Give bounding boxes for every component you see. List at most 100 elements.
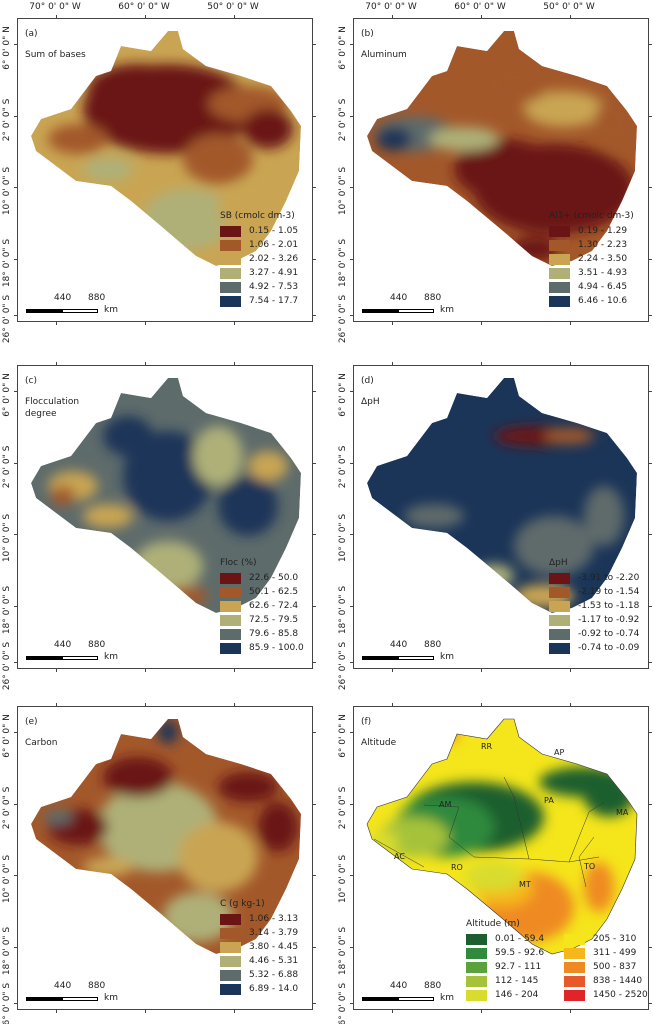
lat-tick bbox=[350, 463, 354, 464]
legend-swatch bbox=[220, 225, 241, 237]
map-zone bbox=[178, 822, 258, 892]
legend-swatch bbox=[549, 295, 570, 307]
legend-swatch bbox=[220, 572, 241, 584]
lon-tick bbox=[481, 321, 482, 325]
panel-title: Flocculation degree bbox=[25, 397, 80, 419]
lat-tick bbox=[312, 315, 316, 316]
scale-mid-label: 440 bbox=[54, 293, 72, 303]
map-zone bbox=[479, 64, 549, 104]
legend-item: 3.27 - 4.91 bbox=[220, 266, 298, 280]
lat-tick bbox=[14, 187, 18, 188]
lat-tick bbox=[648, 1003, 652, 1004]
legend-item: 22.6 - 50.0 bbox=[220, 571, 304, 585]
state-border bbox=[373, 838, 425, 868]
lat-tick bbox=[312, 732, 316, 733]
scale-end-label: 880 bbox=[424, 981, 442, 991]
legend-item: 85.9 - 100.0 bbox=[220, 641, 304, 655]
lat-label: 18° 0' 0" S bbox=[338, 926, 348, 976]
map-zone bbox=[103, 757, 173, 797]
lat-tick bbox=[648, 606, 652, 607]
lat-tick bbox=[350, 391, 354, 392]
map-c bbox=[31, 378, 301, 613]
map-zone bbox=[163, 892, 233, 942]
lat-label: 6° 0' 0" N bbox=[338, 373, 348, 417]
lat-tick bbox=[14, 606, 18, 607]
map-zone bbox=[369, 832, 399, 852]
lon-tick bbox=[145, 703, 146, 707]
lon-tick bbox=[145, 362, 146, 366]
scale-bar-graphic bbox=[26, 309, 98, 313]
panel-title: Carbon bbox=[25, 738, 58, 748]
legend-label: 1.06 - 3.13 bbox=[249, 914, 299, 924]
legend-item: -3.91 to -2.20 bbox=[549, 571, 639, 585]
scale-unit-label: km bbox=[440, 652, 454, 662]
lat-label: 10° 0' 0" S bbox=[338, 513, 348, 563]
state-label-ap: AP bbox=[554, 748, 564, 757]
legend-title: C (g kg-1) bbox=[220, 899, 265, 909]
legend-label: 5.32 - 6.88 bbox=[249, 970, 299, 980]
legend-label: -1.53 to -1.18 bbox=[578, 601, 640, 611]
legend-swatch bbox=[466, 947, 487, 959]
lat-label: 26° 0' 0" S bbox=[338, 294, 348, 344]
legend-label: 311 - 499 bbox=[593, 948, 637, 958]
legend-item: 72.5 - 79.5 bbox=[220, 613, 304, 627]
legend-item: 146 - 204 bbox=[466, 988, 556, 1002]
scale-bar-graphic bbox=[362, 309, 434, 313]
lat-label: 18° 0' 0" S bbox=[338, 238, 348, 288]
lon-tick bbox=[234, 15, 235, 19]
lat-tick bbox=[350, 1003, 354, 1004]
lat-tick bbox=[648, 315, 652, 316]
lon-tick bbox=[145, 15, 146, 19]
lon-tick bbox=[392, 1009, 393, 1013]
lat-label: 26° 0' 0" S bbox=[338, 641, 348, 691]
legend-swatch bbox=[564, 975, 585, 987]
legend-swatch bbox=[220, 913, 241, 925]
lat-tick bbox=[350, 662, 354, 663]
legend-label: 146 - 204 bbox=[495, 990, 539, 1000]
legend-label: 4.92 - 7.53 bbox=[249, 282, 299, 292]
lat-tick bbox=[14, 662, 18, 663]
legend-d: ΔpH -3.91 to -2.20 -2.19 to -1.54 -1.53 to … bbox=[549, 558, 639, 655]
legend-item: 50.1 - 62.5 bbox=[220, 585, 304, 599]
lat-tick bbox=[350, 44, 354, 45]
scale-end-label: 880 bbox=[88, 293, 106, 303]
legend-label: 0.01 - 59.4 bbox=[495, 934, 545, 944]
lon-tick bbox=[56, 362, 57, 366]
legend-item: 4.46 - 5.31 bbox=[220, 954, 298, 968]
map-b bbox=[367, 31, 637, 266]
lat-tick bbox=[350, 804, 354, 805]
lat-label: 2° 0' 0" S bbox=[2, 98, 12, 142]
lat-label: 10° 0' 0" S bbox=[2, 854, 12, 904]
legend-label: 3.27 - 4.91 bbox=[249, 268, 299, 278]
panel-label: (c) bbox=[25, 376, 37, 386]
map-zone bbox=[48, 124, 108, 154]
legend-item: 6.89 - 14.0 bbox=[220, 982, 298, 996]
state-border bbox=[578, 836, 595, 888]
lat-label: 18° 0' 0" S bbox=[2, 238, 12, 288]
legend-swatch bbox=[220, 600, 241, 612]
scale-bar: 440 880 km bbox=[362, 981, 472, 1003]
legend-label: 6.89 - 14.0 bbox=[249, 984, 299, 994]
legend-swatch bbox=[220, 253, 241, 265]
lon-label: 50° 0' 0" W bbox=[543, 2, 595, 12]
map-zone bbox=[524, 91, 604, 127]
lat-tick bbox=[312, 116, 316, 117]
lon-tick bbox=[234, 1009, 235, 1013]
lat-tick bbox=[312, 259, 316, 260]
panel-title: Sum of bases bbox=[25, 50, 86, 60]
legend-label: 0.15 - 1.05 bbox=[249, 226, 299, 236]
scale-mid-label: 440 bbox=[390, 981, 408, 991]
legend-item: -1.53 to -1.18 bbox=[549, 599, 639, 613]
lat-tick bbox=[14, 875, 18, 876]
lat-tick bbox=[14, 259, 18, 260]
legend-label: -1.17 to -0.92 bbox=[578, 615, 640, 625]
state-label-rr: RR bbox=[481, 742, 493, 751]
scale-bar: 440 880 km bbox=[26, 640, 136, 662]
lat-tick bbox=[648, 116, 652, 117]
scale-unit-label: km bbox=[440, 305, 454, 315]
legend-title: Altitude (m) bbox=[466, 919, 520, 929]
lon-tick bbox=[481, 668, 482, 672]
map-zone bbox=[258, 802, 298, 852]
lat-tick bbox=[312, 875, 316, 876]
lat-label: 2° 0' 0" S bbox=[338, 445, 348, 489]
